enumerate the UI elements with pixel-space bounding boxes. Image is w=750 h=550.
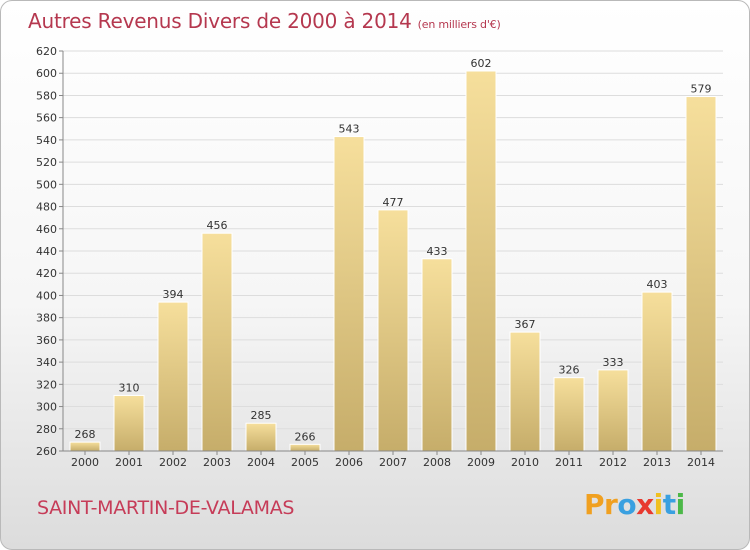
bar-value-label: 310 [119, 381, 140, 394]
y-tick-label: 400 [36, 289, 57, 302]
y-tick-label: 340 [36, 356, 57, 369]
x-tick-label: 2013 [643, 456, 671, 469]
bar-value-label: 266 [295, 430, 316, 443]
x-tick-label: 2006 [335, 456, 363, 469]
bar [509, 331, 541, 452]
bar [421, 258, 453, 452]
bar [245, 422, 277, 452]
bar-value-label: 456 [207, 219, 228, 232]
y-tick-label: 260 [36, 445, 57, 458]
y-tick-label: 580 [36, 89, 57, 102]
x-tick-label: 2011 [555, 456, 583, 469]
axis-layer: 260 280 300 320 340 360 380 400 420 440 460 480 500 5… [36, 45, 723, 469]
logo-letter: P [584, 488, 605, 521]
title-unit: (en milliers d'€) [417, 18, 501, 31]
y-tick-label: 280 [36, 423, 57, 436]
logo-letter: r [604, 488, 618, 521]
logo-letter: x [636, 488, 654, 521]
x-tick-label: 2008 [423, 456, 451, 469]
y-tick-label: 520 [36, 156, 57, 169]
x-tick-label: 2004 [247, 456, 275, 469]
bar [465, 70, 497, 452]
y-tick-label: 460 [36, 223, 57, 236]
logo-letter: i [675, 488, 686, 521]
y-tick-label: 380 [36, 312, 57, 325]
chart-title: Autres Revenus Divers de 2000 à 2014 (en … [28, 9, 501, 33]
bar [597, 369, 629, 452]
bar-value-label: 394 [163, 288, 184, 301]
bar-value-label: 602 [471, 57, 492, 70]
logo-letter: i [653, 488, 664, 521]
x-tick-label: 2009 [467, 456, 495, 469]
x-tick-label: 2007 [379, 456, 407, 469]
logo-letter: o [617, 488, 637, 521]
bar-value-label: 268 [75, 428, 96, 441]
logo-letter: t [662, 488, 676, 521]
y-tick-label: 560 [36, 112, 57, 125]
bar [553, 377, 585, 452]
y-tick-label: 420 [36, 267, 57, 280]
bar-value-label: 477 [383, 196, 404, 209]
x-tick-label: 2003 [203, 456, 231, 469]
bar [333, 136, 365, 452]
y-tick-label: 600 [36, 67, 57, 80]
bar [377, 209, 409, 452]
y-tick-label: 620 [36, 45, 57, 58]
bar-value-label: 367 [515, 318, 536, 331]
bar-value-label: 403 [647, 278, 668, 291]
bar-value-label: 333 [603, 356, 624, 369]
x-tick-label: 2002 [159, 456, 187, 469]
y-tick-label: 360 [36, 334, 57, 347]
bar-value-label: 326 [559, 364, 580, 377]
bar [113, 394, 145, 452]
x-tick-label: 2001 [115, 456, 143, 469]
y-tick-label: 320 [36, 378, 57, 391]
bar-value-label: 433 [427, 245, 448, 258]
commune-name: SAINT-MARTIN-DE-VALAMAS [37, 497, 295, 519]
x-tick-label: 2000 [71, 456, 99, 469]
bar [289, 443, 321, 452]
bar [201, 232, 233, 452]
bar [69, 441, 101, 452]
bar [641, 291, 673, 452]
x-tick-label: 2005 [291, 456, 319, 469]
bar [157, 301, 189, 452]
bar-value-label: 285 [251, 409, 272, 422]
x-tick-label: 2014 [687, 456, 715, 469]
y-tick-label: 300 [36, 401, 57, 414]
proxiti-logo[interactable]: Proxiti [584, 488, 685, 521]
bar [685, 96, 717, 452]
title-text: Autres Revenus Divers de 2000 à 2014 [28, 9, 412, 33]
x-tick-label: 2012 [599, 456, 627, 469]
y-tick-label: 440 [36, 245, 57, 258]
y-tick-label: 480 [36, 201, 57, 214]
y-tick-label: 500 [36, 178, 57, 191]
bar-value-label: 543 [339, 123, 360, 136]
x-tick-label: 2010 [511, 456, 539, 469]
y-tick-label: 540 [36, 134, 57, 147]
bar-value-label: 579 [691, 83, 712, 96]
bar-layer: 268 310 394 456 285 266 543 477 433 602 367 326 333 4… [69, 57, 717, 452]
